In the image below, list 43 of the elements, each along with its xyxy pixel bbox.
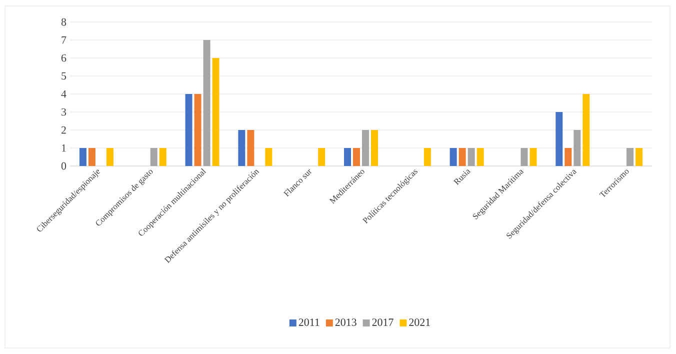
legend-label: 2011 (298, 318, 320, 326)
bar (450, 148, 457, 166)
bar (79, 148, 86, 166)
bar (88, 148, 96, 166)
bar (556, 112, 563, 166)
y-tick-label: 7 (62, 36, 66, 44)
bar (203, 40, 210, 166)
bar (344, 148, 352, 166)
bar (424, 148, 431, 166)
bar (362, 130, 370, 166)
bar (564, 148, 572, 166)
bar (185, 94, 192, 166)
y-tick-label: 2 (61, 126, 66, 134)
bar (371, 130, 378, 166)
bar (159, 148, 166, 166)
y-tick-label: 4 (61, 90, 66, 98)
bar (265, 148, 272, 166)
bar (636, 148, 643, 166)
y-tick-label: 5 (62, 72, 66, 80)
bar (150, 148, 158, 166)
y-tick-label: 3 (62, 108, 66, 116)
y-tick-label: 1 (62, 144, 66, 152)
y-tick-label: 6 (61, 54, 66, 62)
bar (582, 94, 590, 166)
bar (530, 148, 537, 166)
legend-label: 2021 (409, 318, 430, 326)
bar (353, 148, 360, 166)
bar (476, 148, 484, 166)
legend-label: 2017 (372, 318, 394, 326)
bar (520, 148, 528, 166)
bar (574, 130, 581, 166)
bar (318, 148, 326, 166)
bar (458, 148, 466, 166)
y-tick-label: 0 (61, 162, 66, 170)
bar (106, 148, 114, 166)
y-tick-label: 8 (61, 18, 66, 26)
bar (194, 94, 202, 166)
legend-label: 2013 (335, 318, 356, 326)
bar (212, 58, 220, 166)
bar (247, 130, 254, 166)
bar (626, 148, 634, 166)
bar (238, 130, 246, 166)
bar (468, 148, 475, 166)
